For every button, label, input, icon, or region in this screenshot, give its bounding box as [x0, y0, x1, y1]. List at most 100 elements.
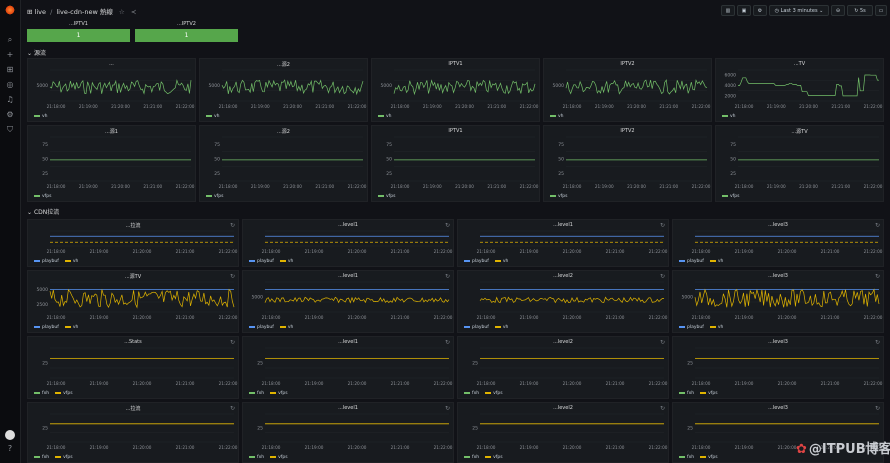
alerting-bell-icon[interactable]: ♫: [6, 95, 14, 104]
legend-item[interactable]: vfps: [722, 194, 739, 199]
panel-title[interactable]: ...level1: [338, 405, 358, 411]
panel-title[interactable]: ...源TV: [791, 129, 808, 135]
legend-item[interactable]: playbuf: [679, 259, 704, 264]
legend-item[interactable]: fxh: [249, 455, 264, 460]
panel-title[interactable]: IPTV2: [620, 61, 635, 67]
panel-title[interactable]: IPTV1: [448, 128, 463, 134]
legend-item[interactable]: vh: [378, 114, 392, 119]
time-range-picker[interactable]: ◷ Last 3 minutes ⌄: [769, 5, 829, 16]
panel-title[interactable]: IPTV2: [620, 128, 635, 134]
legend-item[interactable]: playbuf: [464, 259, 489, 264]
panel-title[interactable]: ...level2: [553, 405, 573, 411]
search-icon[interactable]: ⌕: [7, 35, 13, 44]
timeseries-panel[interactable]: ...level1 ↻ 25 21:18:00 21:19:00 21:20:00 21:2…: [242, 402, 454, 463]
timeseries-panel[interactable]: ...源2 5000 21:18:00 21:19:00 21:20:00 21:21:0…: [199, 58, 368, 122]
timeseries-panel[interactable]: IPTV2 75 50 25 21:18:00 21:19:00 21:20:00 21:21…: [543, 125, 712, 202]
legend-item[interactable]: vh: [64, 325, 78, 330]
legend-item[interactable]: vh: [64, 259, 78, 264]
panel-title[interactable]: ...level1: [338, 273, 358, 279]
legend-item[interactable]: fxh: [34, 391, 49, 396]
refresh-icon[interactable]: ↻: [874, 405, 880, 412]
panel-title[interactable]: ...源TV: [124, 274, 142, 280]
panel-title[interactable]: ...level3: [768, 405, 788, 411]
timeseries-panel[interactable]: ...level3 ↻ 25 21:18:00 21:19:00 21:20:00 21:2…: [672, 402, 884, 463]
legend-item[interactable]: vh: [34, 114, 48, 119]
timeseries-panel[interactable]: IPTV2 5000 21:18:00 21:19:00 21:20:00 21:21:0…: [543, 58, 712, 122]
legend-item[interactable]: vfps: [34, 194, 51, 199]
legend-item[interactable]: vfps: [270, 391, 288, 396]
legend-item[interactable]: vfps: [270, 455, 288, 460]
legend-item[interactable]: fxh: [464, 455, 479, 460]
row-title-cdn[interactable]: ⌄ CDN拉流: [27, 207, 59, 216]
timeseries-panel[interactable]: ...level2 ↻ 21:18:00 21:19:00 21:20:00 21:21:…: [457, 270, 669, 333]
timeseries-panel[interactable]: ...level3 ↻ 25 21:18:00 21:19:00 21:20:00 21:2…: [672, 336, 884, 399]
panel-title[interactable]: ...源2: [277, 129, 290, 135]
refresh-icon[interactable]: ↻: [659, 339, 665, 346]
legend-item[interactable]: vh: [709, 259, 723, 264]
timeseries-panel[interactable]: ...源TV 75 50 25 21:18:00 21:19:00 21:20:00 21:2…: [715, 125, 884, 202]
legend-item[interactable]: playbuf: [249, 325, 274, 330]
timeseries-panel[interactable]: ...level2 ↻ 25 21:18:00 21:19:00 21:20:00 21:2…: [457, 402, 669, 463]
legend-item[interactable]: vh: [206, 114, 220, 119]
timeseries-panel[interactable]: ...源TV ↻ 5000 2500 21:18:00 21:19:00 21:20:00 2…: [27, 270, 239, 333]
legend-item[interactable]: vfps: [485, 391, 503, 396]
legend-item[interactable]: vh: [709, 325, 723, 330]
panel-title[interactable]: ...level3: [768, 273, 788, 279]
timeseries-panel[interactable]: ...level1 ↻ 5000 21:18:00 21:19:00 21:20:00 21…: [242, 270, 454, 333]
timeseries-panel[interactable]: IPTV1 75 50 25 21:18:00 21:19:00 21:20:00 21:21…: [371, 125, 540, 202]
settings-icon[interactable]: ⚙: [753, 5, 767, 16]
legend-item[interactable]: vh: [550, 114, 564, 119]
breadcrumb-folder[interactable]: live: [34, 8, 46, 16]
refresh-icon[interactable]: ↻: [444, 339, 450, 346]
timeseries-panel[interactable]: ...level3 ↻ 21:18:00 21:19:00 21:20:00 21:21:…: [672, 219, 884, 267]
refresh-icon[interactable]: ↻: [444, 405, 450, 412]
panel-title[interactable]: ...level1: [553, 222, 573, 228]
avatar[interactable]: [5, 430, 15, 440]
panel-title[interactable]: ...: [109, 61, 114, 67]
timeseries-panel[interactable]: ...拉流 ↻ 25 21:18:00 21:19:00 21:20:00 21:21:00…: [27, 402, 239, 463]
legend-item[interactable]: vfps: [206, 194, 223, 199]
timeseries-panel[interactable]: ...TV 6000 4000 2000 21:18:00 21:19:00 21:20:0…: [715, 58, 884, 122]
legend-item[interactable]: playbuf: [34, 259, 59, 264]
panel-title[interactable]: ...level3: [768, 222, 788, 228]
legend-item[interactable]: vfps: [378, 194, 395, 199]
panel-title[interactable]: ...拉流: [125, 223, 141, 229]
legend-item[interactable]: vh: [279, 325, 293, 330]
share-icon[interactable]: ≺: [130, 8, 137, 16]
legend-item[interactable]: fxh: [679, 391, 694, 396]
timeseries-panel[interactable]: ... 5000 21:18:00 21:19:00 21:20:00 21:21:00 2…: [27, 58, 196, 122]
legend-item[interactable]: playbuf: [679, 325, 704, 330]
timeseries-panel[interactable]: ...level3 ↻ 5000 21:18:00 21:19:00 21:20:00 21…: [672, 270, 884, 333]
row-title-source[interactable]: ⌄ 源流: [27, 48, 46, 57]
plus-icon[interactable]: +: [6, 50, 14, 59]
panel-title[interactable]: ...level3: [768, 339, 788, 345]
refresh-button[interactable]: ↻ 5s: [847, 5, 873, 16]
legend-item[interactable]: vfps: [55, 455, 73, 460]
help-icon[interactable]: ?: [7, 444, 13, 453]
refresh-icon[interactable]: ↻: [874, 273, 880, 280]
panel-title[interactable]: ...level2: [553, 273, 573, 279]
legend-item[interactable]: fxh: [679, 455, 694, 460]
legend-item[interactable]: vfps: [55, 391, 73, 396]
refresh-icon[interactable]: ↻: [874, 339, 880, 346]
explore-icon[interactable]: ◎: [6, 80, 14, 89]
legend-item[interactable]: playbuf: [34, 325, 59, 330]
panel-title[interactable]: ...Stats: [124, 339, 142, 345]
legend-item[interactable]: vh: [494, 325, 508, 330]
legend-item[interactable]: fxh: [464, 391, 479, 396]
panel-title[interactable]: ...TV: [793, 61, 806, 67]
panel-title[interactable]: ...level1: [338, 339, 358, 345]
legend-item[interactable]: vh: [494, 259, 508, 264]
refresh-icon[interactable]: ↻: [229, 339, 235, 346]
refresh-icon[interactable]: ↻: [444, 222, 450, 229]
legend-item[interactable]: vfps: [700, 455, 718, 460]
timeseries-panel[interactable]: IPTV1 5000 21:18:00 21:19:00 21:20:00 21:21:0…: [371, 58, 540, 122]
refresh-icon[interactable]: ↻: [659, 222, 665, 229]
refresh-icon[interactable]: ↻: [229, 222, 235, 229]
legend-item[interactable]: fxh: [249, 391, 264, 396]
legend-item[interactable]: fxh: [34, 455, 49, 460]
legend-item[interactable]: vh: [279, 259, 293, 264]
timeseries-panel[interactable]: ...level1 ↻ 21:18:00 21:19:00 21:20:00 21:21:…: [457, 219, 669, 267]
refresh-icon[interactable]: ↻: [874, 222, 880, 229]
timeseries-panel[interactable]: ...level1 ↻ 25 21:18:00 21:19:00 21:20:00 21:2…: [242, 336, 454, 399]
